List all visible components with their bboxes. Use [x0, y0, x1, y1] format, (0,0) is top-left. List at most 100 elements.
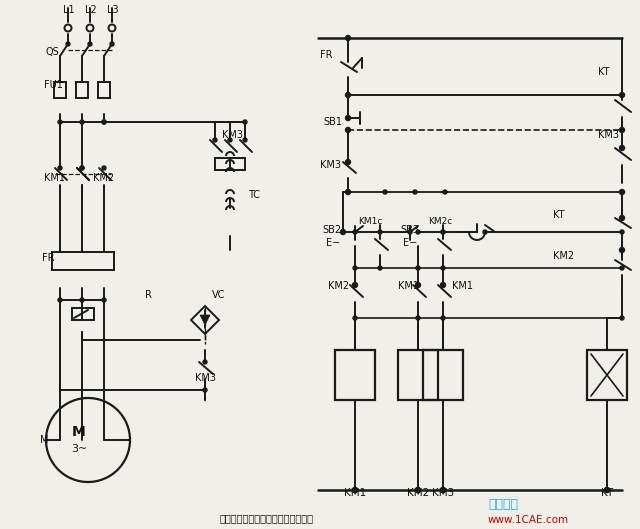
- Text: FR: FR: [320, 50, 333, 60]
- Text: KM2: KM2: [407, 488, 429, 498]
- Circle shape: [440, 488, 445, 492]
- Circle shape: [353, 282, 358, 287]
- Text: KM3: KM3: [222, 130, 243, 140]
- Circle shape: [353, 316, 357, 320]
- Text: KM1: KM1: [344, 488, 366, 498]
- Text: KM3: KM3: [432, 488, 454, 498]
- Circle shape: [102, 298, 106, 302]
- Bar: [72, 308, 94, 320]
- Polygon shape: [200, 315, 210, 325]
- Circle shape: [620, 215, 625, 221]
- Circle shape: [353, 266, 357, 270]
- Circle shape: [441, 230, 445, 234]
- Circle shape: [353, 230, 357, 234]
- Circle shape: [441, 230, 445, 234]
- Circle shape: [58, 298, 62, 302]
- Circle shape: [340, 230, 346, 234]
- Circle shape: [346, 115, 351, 121]
- Circle shape: [620, 316, 624, 320]
- Circle shape: [620, 93, 625, 97]
- Text: R: R: [145, 290, 152, 300]
- Text: KM2: KM2: [328, 281, 349, 291]
- Bar: [423, 350, 463, 400]
- Circle shape: [413, 190, 417, 194]
- Circle shape: [66, 42, 70, 46]
- Circle shape: [416, 230, 420, 234]
- Text: KM1: KM1: [398, 281, 419, 291]
- Text: KM1c: KM1c: [358, 217, 382, 226]
- Circle shape: [441, 316, 445, 320]
- Text: KT: KT: [553, 210, 564, 220]
- Circle shape: [80, 166, 84, 170]
- Circle shape: [346, 35, 351, 41]
- Circle shape: [378, 230, 382, 234]
- Text: FR: FR: [42, 253, 54, 263]
- Circle shape: [378, 266, 382, 270]
- Text: TC: TC: [248, 190, 260, 200]
- Circle shape: [416, 266, 420, 270]
- Text: M: M: [72, 425, 86, 439]
- Bar: [76, 82, 88, 98]
- Circle shape: [408, 230, 412, 234]
- Text: SB3: SB3: [400, 225, 419, 235]
- Circle shape: [483, 230, 487, 234]
- Text: M: M: [40, 435, 49, 445]
- Circle shape: [110, 42, 114, 46]
- Circle shape: [605, 488, 609, 492]
- Text: SB2: SB2: [322, 225, 341, 235]
- Circle shape: [415, 488, 420, 492]
- Text: FU1: FU1: [44, 80, 63, 90]
- Text: KM2: KM2: [553, 251, 574, 261]
- Text: E−: E−: [326, 238, 340, 248]
- Text: KM1: KM1: [452, 281, 473, 291]
- Circle shape: [605, 488, 609, 492]
- Circle shape: [620, 189, 625, 195]
- Text: www.1CAE.com: www.1CAE.com: [488, 515, 569, 525]
- Circle shape: [353, 488, 358, 492]
- Circle shape: [243, 120, 247, 124]
- Bar: [398, 350, 438, 400]
- Text: KT: KT: [598, 67, 609, 77]
- Text: KT: KT: [601, 488, 613, 498]
- Circle shape: [346, 127, 351, 132]
- Circle shape: [80, 120, 84, 124]
- Circle shape: [620, 127, 625, 132]
- Circle shape: [383, 190, 387, 194]
- Circle shape: [102, 120, 106, 124]
- Circle shape: [441, 266, 445, 270]
- Circle shape: [620, 266, 624, 270]
- Circle shape: [213, 138, 217, 142]
- Circle shape: [416, 316, 420, 320]
- Circle shape: [80, 166, 84, 170]
- Circle shape: [228, 138, 232, 142]
- Text: L2: L2: [85, 5, 97, 15]
- Text: KM2c: KM2c: [428, 217, 452, 226]
- Text: KM3: KM3: [320, 160, 341, 170]
- Text: KM2: KM2: [93, 173, 114, 183]
- Text: KM1: KM1: [44, 173, 65, 183]
- Circle shape: [88, 42, 92, 46]
- Circle shape: [620, 248, 625, 252]
- Text: E−: E−: [403, 238, 417, 248]
- Circle shape: [58, 166, 62, 170]
- Circle shape: [346, 189, 351, 195]
- Text: L1: L1: [63, 5, 75, 15]
- Text: 3~: 3~: [71, 444, 87, 454]
- Bar: [52, 252, 114, 270]
- Bar: [335, 350, 375, 400]
- Circle shape: [102, 166, 106, 170]
- Bar: [98, 82, 110, 98]
- Circle shape: [415, 488, 420, 492]
- Text: VC: VC: [212, 290, 225, 300]
- Circle shape: [243, 138, 247, 142]
- Circle shape: [80, 298, 84, 302]
- Text: 电动机可逆运行的能耗制动控制线路: 电动机可逆运行的能耗制动控制线路: [220, 513, 314, 523]
- Text: 仿真在线: 仿真在线: [488, 498, 518, 512]
- Circle shape: [58, 120, 62, 124]
- Circle shape: [346, 160, 351, 165]
- Text: SB1: SB1: [323, 117, 342, 127]
- Text: KM3: KM3: [598, 130, 619, 140]
- Circle shape: [203, 388, 207, 392]
- Circle shape: [346, 93, 351, 97]
- Text: L3: L3: [107, 5, 118, 15]
